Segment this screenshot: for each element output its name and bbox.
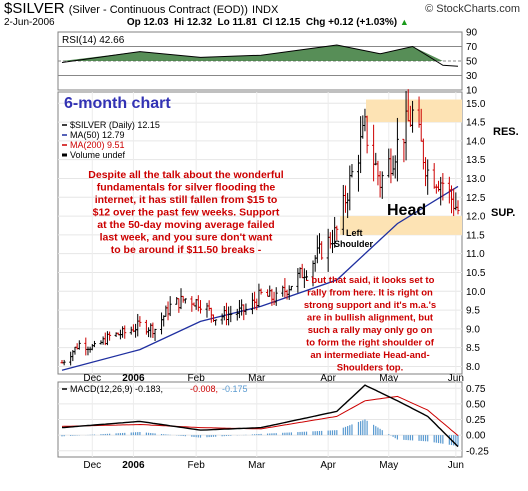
source-credit: © StockCharts.com bbox=[425, 3, 520, 15]
annotation-left-line: at the 50-day moving average failed bbox=[97, 219, 274, 231]
rsi-legend: RSI(14) 42.66 bbox=[62, 35, 125, 46]
left-shoulder-label-line1: Left bbox=[346, 228, 363, 238]
annotation-left-line: fundamentals for silver flooding the bbox=[97, 182, 276, 194]
legend-entry: Volume undef bbox=[70, 150, 126, 160]
chart-title: $SILVER (Silver - Continuous Contract (E… bbox=[4, 0, 278, 17]
up-arrow-icon: ▲ bbox=[399, 17, 409, 27]
symbol-label: $SILVER bbox=[4, 0, 65, 17]
rsi-tick-label: 30 bbox=[466, 71, 478, 82]
price-tick-label: 10.5 bbox=[466, 268, 486, 279]
annotation-right-line: Shoulders top. bbox=[337, 363, 404, 374]
annotation-right-line: to form the right shoulder of bbox=[306, 338, 435, 349]
legend-entry: MA(50) 12.79 bbox=[70, 130, 125, 140]
annotation-right-line: - but that said, it looks set to bbox=[306, 275, 435, 286]
support-band bbox=[340, 216, 462, 235]
six-month-label: 6-month chart bbox=[64, 95, 171, 112]
price-x-tick-label: Feb bbox=[188, 373, 206, 384]
rsi-tick-label: 70 bbox=[466, 42, 478, 53]
annotation-left-line: to be around if $11.50 breaks - bbox=[111, 244, 262, 256]
rsi-tick-label: 90 bbox=[466, 28, 478, 39]
resistance-band bbox=[366, 99, 462, 123]
rsi-tick-label: 10 bbox=[466, 86, 478, 97]
ma50-line bbox=[61, 185, 459, 371]
price-tick-label: 11.5 bbox=[466, 230, 485, 241]
quote-low: Lo 11.81 bbox=[217, 17, 257, 28]
price-tick-label: 13.0 bbox=[466, 174, 486, 185]
annotation-right-line: rally from here. It is right on bbox=[307, 288, 433, 299]
instrument-name: (Silver - Continuous Contract (EOD)) bbox=[68, 4, 248, 16]
macd-x-tick-label: 2006 bbox=[122, 460, 145, 471]
quote-bar: 2-Jun-2006 Op 12.03 Hi 12.32 Lo 11.81 Cl… bbox=[4, 17, 409, 28]
annotation-right-line: are in bullish alignment, but bbox=[307, 313, 434, 324]
annotation-right-line: such a rally may only go on bbox=[308, 325, 433, 336]
price-tick-label: 8.5 bbox=[466, 343, 480, 354]
exchange-label: INDX bbox=[252, 4, 279, 16]
quote-high: Hi 12.32 bbox=[174, 17, 212, 28]
macd-tick-label: 0.25 bbox=[466, 415, 486, 426]
head-label: Head bbox=[387, 202, 426, 219]
price-tick-label: 13.5 bbox=[466, 155, 486, 166]
price-tick-label: 14.0 bbox=[466, 136, 486, 147]
price-tick-label: 12.5 bbox=[466, 193, 486, 204]
annotation-right-line: an intermediate Head-and- bbox=[310, 350, 429, 361]
macd-x-tick-label: Dec bbox=[83, 460, 101, 471]
macd-legend-signal: -0.008, bbox=[190, 384, 218, 394]
left-shoulder-label-line2: Shoulder bbox=[334, 239, 373, 249]
rsi-line bbox=[61, 44, 459, 67]
price-bars bbox=[60, 89, 460, 366]
macd-legend-hist: -0.175 bbox=[222, 384, 248, 394]
price-x-tick-label: May bbox=[379, 373, 398, 384]
macd-x-tick-label: May bbox=[379, 460, 398, 471]
support-label: SUP. bbox=[491, 207, 515, 219]
legend-entry: $SILVER (Daily) 12.15 bbox=[70, 120, 160, 130]
price-x-tick-label: Mar bbox=[248, 373, 266, 384]
price-x-tick-label: Dec bbox=[83, 373, 101, 384]
price-tick-label: 12.0 bbox=[466, 212, 486, 223]
macd-x-tick-label: Apr bbox=[320, 460, 336, 471]
macd-x-tick-label: Jun bbox=[448, 460, 464, 471]
legend-entry: MA(200) 9.51 bbox=[70, 140, 125, 150]
resistance-label: RES. bbox=[493, 126, 519, 138]
price-tick-label: 11.0 bbox=[466, 249, 485, 260]
macd-tick-label: 0.75 bbox=[466, 384, 486, 395]
macd-signal-line bbox=[61, 395, 459, 436]
macd-tick-label: 0.00 bbox=[466, 431, 486, 442]
quote-date: 2-Jun-2006 bbox=[4, 17, 55, 28]
macd-x-tick-label: Mar bbox=[248, 460, 266, 471]
price-tick-label: 14.5 bbox=[466, 118, 486, 129]
quote-open: Op 12.03 bbox=[126, 17, 169, 28]
annotation-right-line: strong support and it's m.a.'s bbox=[304, 300, 436, 311]
quote-close: Cl 12.15 bbox=[262, 17, 301, 28]
macd-histogram bbox=[61, 419, 459, 447]
price-x-tick-label: Apr bbox=[320, 373, 336, 384]
annotation-left-line: last week, and you sure don't want bbox=[100, 232, 273, 244]
macd-legend-name: MACD(12,26,9) -0.183, bbox=[70, 384, 163, 394]
macd-x-tick-label: Feb bbox=[188, 460, 206, 471]
annotation-left-line: Despite all the talk about the wonderful bbox=[88, 169, 284, 181]
macd-tick-label: -0.25 bbox=[466, 446, 489, 457]
rsi-overbought-fill bbox=[62, 45, 458, 61]
price-tick-label: 8.0 bbox=[466, 362, 480, 373]
price-tick-label: 9.5 bbox=[466, 306, 480, 317]
rsi-tick-label: 50 bbox=[466, 57, 478, 68]
annotation-left-line: $12 over the past few weeks. Support bbox=[93, 207, 280, 219]
macd-tick-label: 0.50 bbox=[466, 399, 486, 410]
quote-change: Chg +0.12 (+1.03%) bbox=[305, 17, 398, 28]
annotation-left-line: internet, it has still fallen from $15 t… bbox=[95, 194, 278, 206]
price-x-tick-label: Jun bbox=[448, 373, 464, 384]
price-tick-label: 15.0 bbox=[466, 99, 486, 110]
macd-line bbox=[61, 384, 459, 448]
price-tick-label: 10.0 bbox=[466, 287, 486, 298]
price-tick-label: 9.0 bbox=[466, 324, 480, 335]
price-x-tick-label: 2006 bbox=[122, 373, 145, 384]
